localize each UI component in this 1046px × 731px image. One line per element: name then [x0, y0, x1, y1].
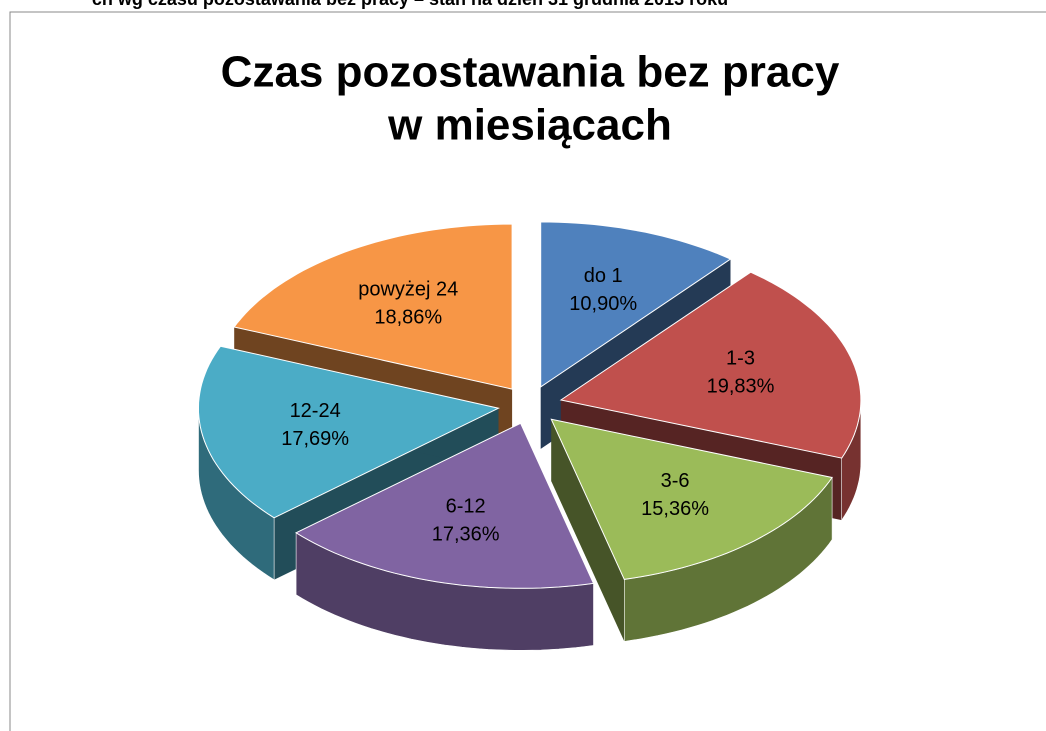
slice-value-label: 10,90% — [569, 293, 637, 315]
slice-value-label: 17,36% — [432, 523, 500, 545]
slice-value-label: 19,83% — [707, 376, 775, 398]
slice-value-label: 18,86% — [374, 306, 442, 328]
slice-value-label: 17,69% — [281, 428, 349, 450]
slice-top — [198, 345, 501, 519]
slice-value-label: 15,36% — [641, 498, 709, 520]
header-text: ch wg czasu pozostawania bez pracy – sta… — [92, 0, 728, 9]
slice: 6-12 17,36% — [295, 422, 595, 651]
slice-side — [551, 419, 625, 642]
slice-top — [233, 223, 513, 390]
slice-label: 6-12 — [446, 495, 486, 517]
slice-top — [540, 221, 732, 388]
slice: 3-6 15,36% — [550, 418, 833, 642]
chart-title: Czas pozostawania bez pracy — [221, 48, 840, 97]
slice-label: 3-6 — [661, 470, 690, 492]
slice-top — [550, 418, 833, 580]
pie: do 1 10,90% powyżej 24 18,86% 1-3 19,83% 12-24… — [198, 221, 862, 651]
slice-label: powyżej 24 — [358, 278, 458, 300]
slice-top — [295, 422, 595, 589]
chart-title: w miesiącach — [387, 101, 672, 150]
slice-label: 12-24 — [290, 400, 341, 422]
slice-label: 1-3 — [726, 348, 755, 370]
slice-top — [559, 271, 862, 459]
slice-label: do 1 — [584, 265, 623, 287]
